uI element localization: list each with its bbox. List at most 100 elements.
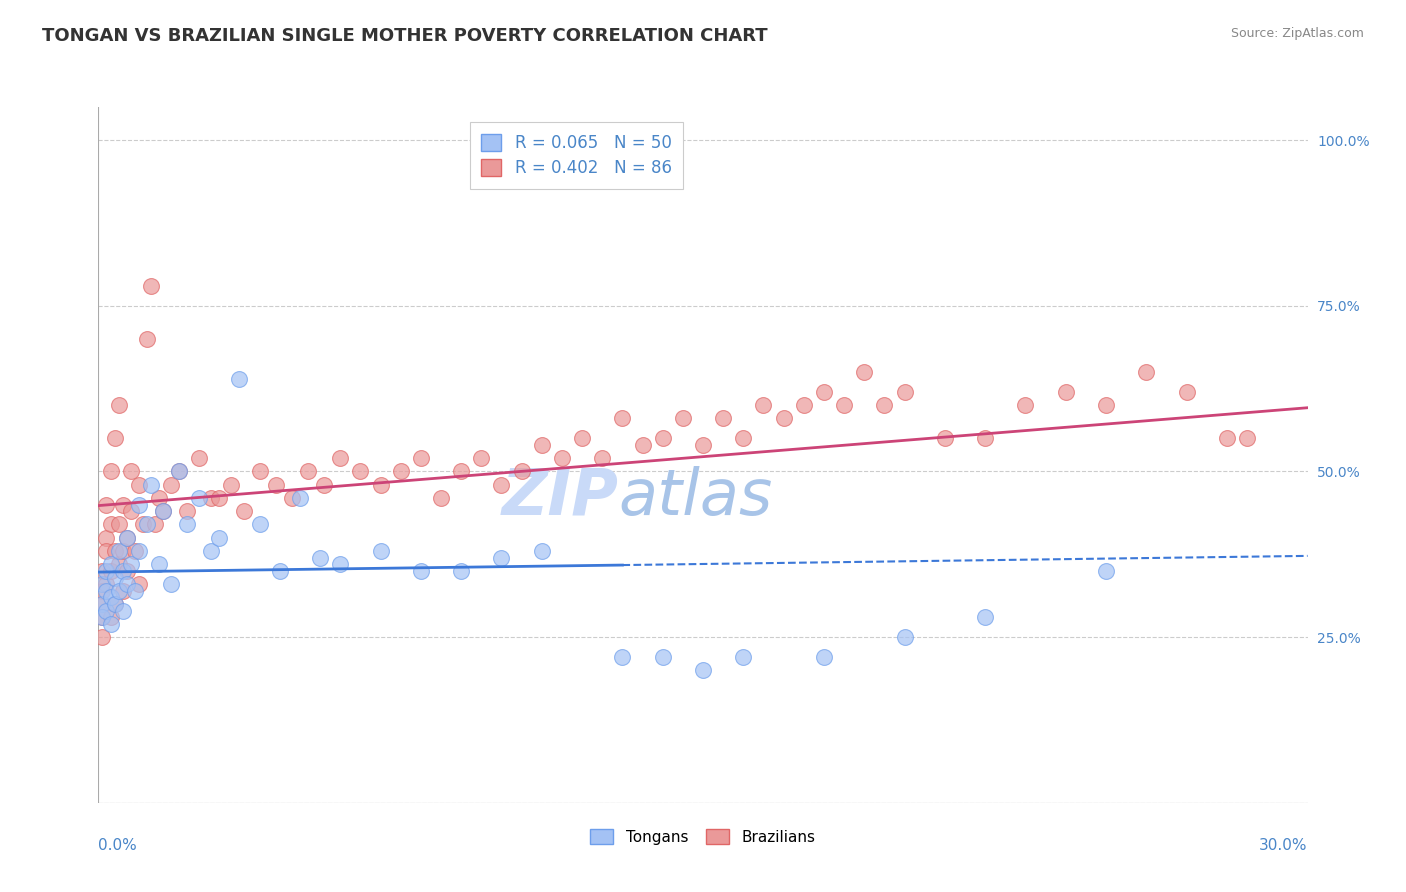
Point: [281, 491, 304, 505]
Point: [103, 597, 125, 611]
Point: [111, 604, 134, 618]
Point: [96, 604, 118, 618]
Point: [692, 663, 714, 677]
Point: [148, 558, 170, 572]
Point: [530, 438, 553, 452]
Point: [329, 451, 352, 466]
Point: [103, 597, 125, 611]
Point: [631, 438, 654, 452]
Point: [96, 498, 118, 512]
Point: [128, 544, 150, 558]
Point: [107, 517, 129, 532]
Point: [349, 465, 371, 479]
Point: [111, 498, 134, 512]
Point: [370, 477, 392, 491]
Point: [1135, 365, 1157, 379]
Point: [1095, 398, 1118, 412]
Point: [96, 531, 118, 545]
Point: [111, 564, 134, 578]
Point: [96, 577, 118, 591]
Point: [752, 398, 775, 412]
Point: [107, 558, 129, 572]
Point: [100, 616, 122, 631]
Point: [873, 398, 896, 412]
Point: [91, 597, 114, 611]
Point: [269, 564, 291, 578]
Point: [107, 583, 129, 598]
Point: [100, 591, 122, 605]
Point: [1095, 564, 1118, 578]
Point: [228, 372, 250, 386]
Point: [510, 465, 533, 479]
Point: [100, 517, 122, 532]
Point: [370, 544, 392, 558]
Point: [934, 431, 956, 445]
Point: [135, 517, 157, 532]
Point: [176, 517, 198, 532]
Point: [91, 577, 114, 591]
Point: [571, 431, 593, 445]
Point: [733, 431, 755, 445]
Point: [124, 583, 146, 598]
Point: [651, 431, 673, 445]
Text: TONGAN VS BRAZILIAN SINGLE MOTHER POVERTY CORRELATION CHART: TONGAN VS BRAZILIAN SINGLE MOTHER POVERT…: [42, 27, 768, 45]
Point: [551, 451, 574, 466]
Legend: Tongans, Brazilians: Tongans, Brazilians: [585, 822, 821, 851]
Point: [96, 564, 118, 578]
Point: [470, 451, 492, 466]
Point: [120, 504, 142, 518]
Point: [96, 544, 118, 558]
Point: [128, 577, 150, 591]
Point: [1054, 384, 1077, 399]
Point: [148, 491, 170, 505]
Point: [115, 577, 138, 591]
Point: [107, 398, 129, 412]
Point: [91, 610, 114, 624]
Point: [167, 465, 190, 479]
Point: [103, 544, 125, 558]
Text: ZIP: ZIP: [502, 466, 619, 528]
Point: [91, 597, 114, 611]
Point: [249, 517, 271, 532]
Point: [111, 583, 134, 598]
Point: [672, 411, 695, 425]
Point: [115, 531, 138, 545]
Point: [107, 544, 129, 558]
Point: [208, 531, 231, 545]
Point: [491, 477, 513, 491]
Text: 30.0%: 30.0%: [1260, 838, 1308, 853]
Text: 0.0%: 0.0%: [98, 838, 138, 853]
Point: [733, 650, 755, 665]
Point: [264, 477, 287, 491]
Point: [91, 630, 114, 644]
Point: [1216, 431, 1239, 445]
Point: [208, 491, 231, 505]
Point: [139, 279, 162, 293]
Point: [893, 384, 915, 399]
Point: [430, 491, 453, 505]
Point: [711, 411, 734, 425]
Point: [96, 583, 118, 598]
Point: [309, 550, 332, 565]
Point: [232, 504, 254, 518]
Point: [793, 398, 815, 412]
Point: [111, 544, 134, 558]
Point: [832, 398, 855, 412]
Point: [128, 477, 150, 491]
Point: [200, 544, 222, 558]
Point: [389, 465, 412, 479]
Point: [893, 630, 915, 644]
Point: [409, 564, 432, 578]
Point: [200, 491, 222, 505]
Point: [91, 564, 114, 578]
Point: [450, 564, 472, 578]
Point: [297, 465, 319, 479]
Point: [124, 544, 146, 558]
Point: [103, 431, 125, 445]
Point: [813, 650, 835, 665]
Point: [160, 577, 183, 591]
Point: [188, 491, 211, 505]
Point: [91, 610, 114, 624]
Point: [974, 610, 997, 624]
Point: [329, 558, 352, 572]
